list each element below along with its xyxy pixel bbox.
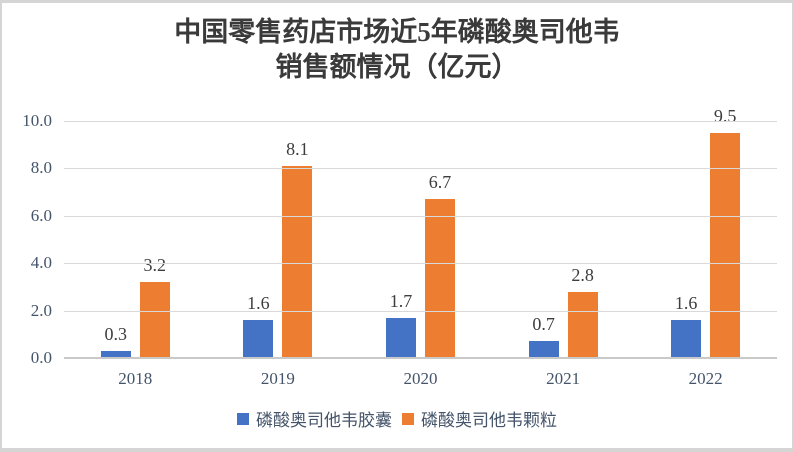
x-axis-line (64, 357, 777, 359)
bar (710, 133, 741, 358)
data-label: 0.3 (104, 324, 128, 344)
x-axis-category-label: 2018 (118, 369, 153, 388)
bar (528, 341, 559, 358)
legend-item: 磷酸奥司他韦颗粒 (402, 406, 557, 431)
data-label: 0.7 (532, 314, 555, 334)
bar-slot: 0.7 (528, 121, 559, 358)
bar-slot: 3.2 (139, 121, 170, 358)
bar-slot: 1.6 (671, 121, 702, 358)
category-group: 1.7 6.7 2020 (349, 121, 492, 388)
y-axis-tick-label: 2.0 (30, 301, 52, 320)
bar (282, 166, 313, 358)
bar-slot: 1.6 (243, 121, 274, 358)
gridline (64, 121, 777, 122)
category-group: 1.6 9.5 2022 (634, 106, 777, 388)
bar-slot: 9.5 (710, 106, 741, 358)
category-group: 0.3 3.2 2018 (64, 121, 207, 388)
legend-item: 磷酸奥司他韦胶囊 (237, 406, 392, 431)
data-label: 1.6 (247, 293, 270, 313)
x-axis-category-label: 2019 (260, 369, 295, 388)
legend-swatch (237, 412, 249, 425)
y-axis-tick-label: 10.0 (22, 111, 52, 130)
category-group: 0.7 2.8 2021 (492, 121, 635, 388)
data-label: 3.2 (143, 255, 167, 275)
bar-slot: 0.3 (100, 121, 131, 358)
bar (139, 282, 170, 358)
bar-groups: 0.3 3.2 2018 1.6 8.1 2019 1.7 6.7 2020 0.7 2.8 2021… (64, 106, 777, 388)
data-label: 2.8 (571, 265, 594, 285)
y-axis-tick-label: 4.0 (30, 253, 52, 272)
chart-title: 中国零售药店市场近5年磷酸奥司他韦 销售额情况（亿元） (2, 15, 792, 84)
bar-slot: 1.7 (385, 121, 416, 358)
y-axis-tick-label: 6.0 (30, 206, 52, 225)
data-label: 9.5 (713, 106, 737, 126)
legend-label: 磷酸奥司他韦颗粒 (421, 411, 557, 430)
bar (671, 320, 702, 358)
chart-title-line1: 中国零售药店市场近5年磷酸奥司他韦 (174, 17, 620, 47)
bar (385, 318, 416, 358)
bar (243, 320, 274, 358)
data-label: 6.7 (428, 172, 452, 192)
bar-slot: 6.7 (424, 121, 455, 358)
x-axis-category-label: 2021 (546, 369, 581, 388)
data-label: 1.7 (389, 291, 413, 311)
bar-slot: 8.1 (282, 121, 313, 358)
data-label: 1.6 (674, 293, 698, 313)
bar (567, 292, 598, 358)
chart-title-line2: 销售额情况（亿元） (275, 51, 519, 82)
gridline (64, 168, 777, 169)
x-axis-category-label: 2020 (403, 369, 438, 388)
legend-swatch (402, 412, 414, 425)
gridline (64, 263, 777, 264)
gridline (64, 311, 777, 312)
legend: 磷酸奥司他韦胶囊 磷酸奥司他韦颗粒 (2, 406, 792, 431)
x-axis-category-label: 2022 (688, 369, 723, 388)
bar-slot: 2.8 (567, 121, 598, 358)
legend-label: 磷酸奥司他韦胶囊 (256, 411, 392, 430)
category-group: 1.6 8.1 2019 (207, 121, 350, 388)
data-label: 8.1 (286, 139, 309, 159)
bar (424, 199, 455, 358)
y-axis-tick-label: 8.0 (30, 158, 52, 177)
bar (100, 351, 131, 358)
gridline (64, 216, 777, 217)
plot-area: 0.3 3.2 2018 1.6 8.1 2019 1.7 6.7 2020 0.7 2.8 2021… (22, 106, 777, 388)
y-axis-tick-label: 0.0 (30, 348, 52, 367)
